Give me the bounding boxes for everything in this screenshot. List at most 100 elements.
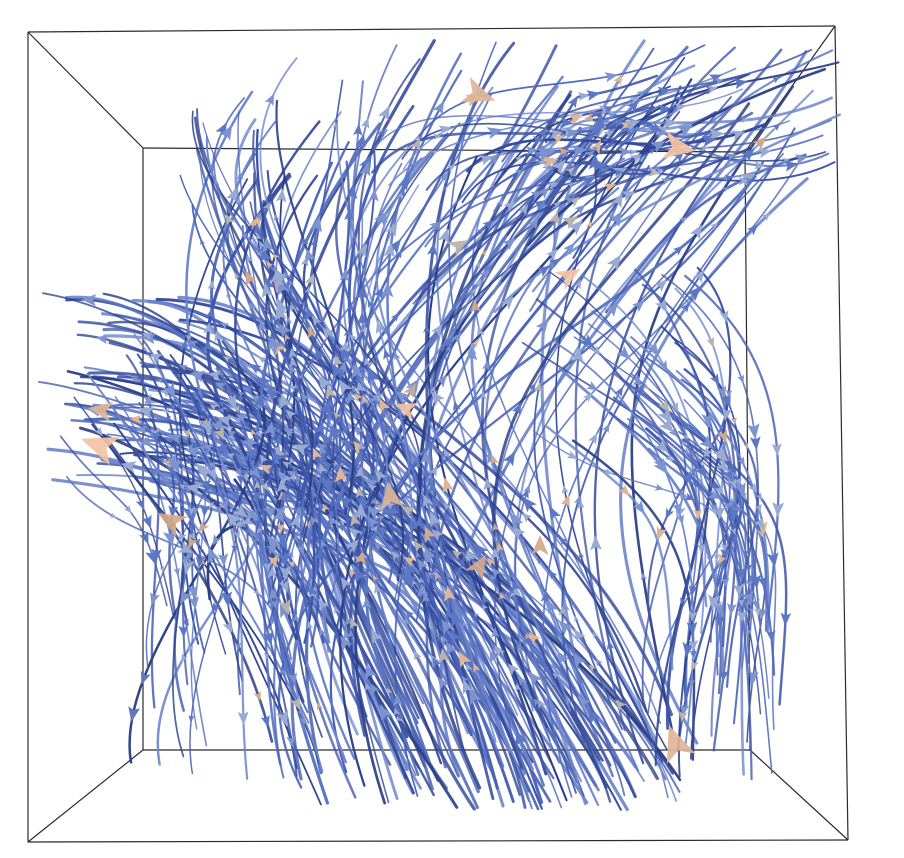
arrow-glyph [292, 444, 310, 457]
arrow-glyph [595, 657, 603, 667]
arrow-glyph [540, 592, 549, 603]
arrow-glyph [550, 128, 564, 139]
arrow-glyph [473, 278, 482, 289]
arrow-glyph [614, 699, 627, 712]
arrow-glyph [186, 551, 194, 561]
arrow-glyph [486, 557, 496, 568]
arrow-glyph [558, 606, 567, 616]
arrow-glyph [404, 562, 418, 578]
arrow-glyph [766, 552, 779, 568]
arrow-glyph [96, 334, 109, 345]
arrow-glyph [714, 603, 724, 617]
arrow-glyph [229, 487, 240, 502]
arrow-glyph [375, 320, 386, 335]
arrow-glyph [306, 620, 314, 630]
arrow-glyph [356, 373, 363, 382]
arrow-glyph [397, 186, 405, 198]
arrow-glyph [582, 392, 593, 403]
arrow-glyph [415, 550, 422, 559]
streamline [531, 49, 834, 293]
streamline [418, 44, 706, 137]
arrow-glyph [240, 232, 247, 240]
arrow-glyph [204, 487, 209, 495]
arrow-glyph [156, 378, 164, 384]
arrow-glyph [557, 650, 570, 666]
arrow-glyph [248, 363, 262, 375]
arrow-glyph [288, 279, 295, 288]
arrow-glyph [213, 426, 225, 441]
arrow-glyph [209, 404, 218, 411]
arrow-glyph [503, 200, 516, 213]
arrow-glyph [604, 72, 619, 83]
arrow-glyph [234, 642, 242, 651]
arrow-glyph [537, 186, 550, 199]
arrow-glyph [754, 160, 766, 170]
arrow-glyph [253, 392, 266, 409]
arrow-glyph [424, 553, 433, 565]
arrow-glyph [680, 302, 690, 313]
arrow-glyph [731, 130, 746, 141]
arrow-glyph [347, 629, 354, 638]
arrow-glyph [375, 469, 387, 483]
arrow-glyph [139, 531, 149, 545]
arrow-glyph [433, 133, 442, 140]
arrow-glyph [143, 394, 152, 406]
arrow-glyph [258, 240, 267, 251]
arrow-glyph [417, 449, 423, 457]
arrow-glyph [782, 157, 790, 164]
arrow-glyph [692, 269, 705, 283]
arrow-glyph [491, 626, 500, 638]
arrow-glyph [509, 582, 522, 598]
arrow-glyph [701, 412, 714, 429]
arrow-glyph [356, 311, 368, 325]
arrow-glyph [396, 715, 402, 723]
arrow-glyph [195, 556, 205, 569]
arrow-glyph [444, 608, 451, 617]
arrow-glyph [316, 701, 323, 711]
arrow-glyph [207, 461, 218, 469]
arrow-glyph [476, 325, 485, 337]
arrow-glyph [551, 159, 567, 175]
arrow-glyph [261, 282, 274, 299]
arrow-glyph [573, 279, 582, 290]
arrow-glyph [528, 382, 536, 392]
arrow-glyph [275, 276, 285, 289]
arrow-glyph [383, 242, 396, 258]
arrow-glyph [217, 401, 226, 409]
arrow-glyph [267, 565, 277, 579]
arrow-glyph [314, 421, 325, 436]
arrow-glyph [755, 503, 762, 513]
arrow-glyph [722, 186, 730, 193]
arrow-glyph [571, 346, 584, 363]
arrow-glyph [200, 504, 211, 518]
arrow-glyph [338, 379, 353, 396]
arrow-glyph [748, 670, 759, 684]
arrow-glyph [794, 154, 809, 165]
arrow-glyph [366, 505, 383, 521]
arrow-glyph [235, 412, 243, 422]
arrow-glyph [268, 587, 279, 601]
arrow-glyph [373, 583, 382, 594]
large-cone-glyph [531, 535, 549, 555]
arrow-glyph [259, 464, 273, 475]
arrow-glyph [558, 147, 570, 156]
arrow-glyph [208, 501, 215, 509]
streamline [424, 145, 568, 745]
arrow-glyph [602, 423, 610, 434]
arrow-glyph [280, 494, 286, 501]
arrow-glyph [240, 471, 249, 482]
arrow-glyph [730, 416, 737, 426]
arrow-glyph [655, 297, 668, 313]
large-cone-glyph [661, 131, 696, 159]
arrow-glyph [285, 409, 297, 421]
arrow-glyph [221, 591, 233, 606]
arrow-glyph [182, 558, 195, 575]
arrow-glyph [280, 394, 290, 407]
arrow-glyph [442, 513, 451, 522]
arrow-glyph [288, 347, 297, 359]
arrow-glyph [486, 127, 504, 140]
arrow-glyph [226, 291, 232, 298]
arrow-glyph [257, 356, 267, 364]
